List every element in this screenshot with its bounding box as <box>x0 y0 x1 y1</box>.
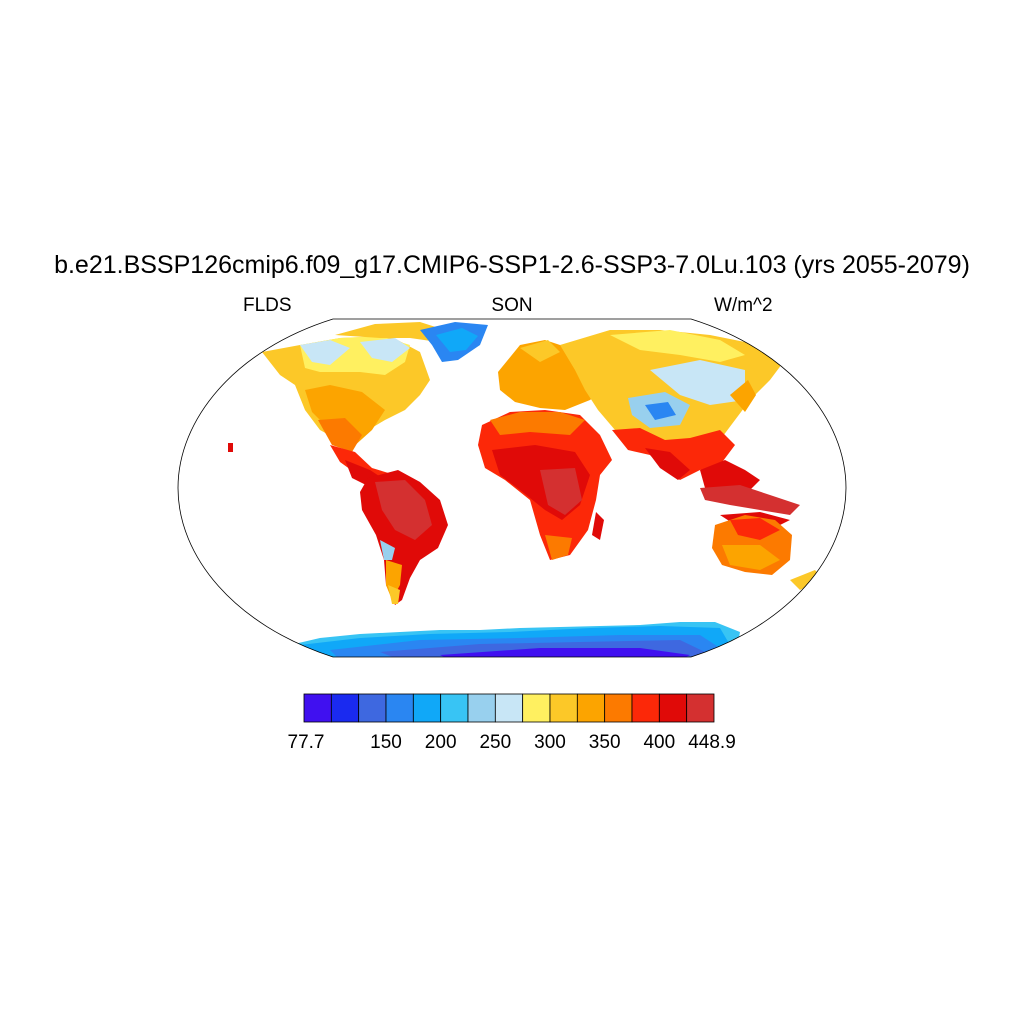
colorbar-tick-label: 448.9 <box>688 732 736 753</box>
map-boundary <box>177 318 847 658</box>
colorbar-swatch <box>358 693 387 723</box>
colorbar-swatch <box>440 693 469 723</box>
antarctica <box>290 622 740 657</box>
colorbar-swatch <box>522 693 551 723</box>
colorbar-tick-label: 300 <box>534 732 566 753</box>
colorbar-swatch <box>686 693 715 723</box>
colorbar-swatch <box>385 693 414 723</box>
africa <box>478 410 612 560</box>
colorbar-tick-label: 400 <box>643 732 676 753</box>
season-label: SON <box>491 295 533 316</box>
plot-title: b.e21.BSSP126cmip6.f09_g17.CMIP6-SSP1-2.… <box>54 251 970 279</box>
colorbar-swatch <box>494 693 524 723</box>
colorbar-tick-label: 150 <box>370 732 402 753</box>
asia <box>560 330 785 495</box>
colorbar-swatch <box>330 693 360 723</box>
colorbar-swatch <box>467 693 496 723</box>
north-america <box>262 322 488 488</box>
colorbar-swatch <box>631 693 660 723</box>
units-label: W/m^2 <box>714 295 773 316</box>
colorbar-tick-label: 77.7 <box>287 732 325 753</box>
south-america <box>360 470 448 605</box>
colorbar-swatch <box>303 693 332 723</box>
colorbar-swatch <box>549 693 578 723</box>
colorbar-swatch <box>576 693 606 723</box>
colorbar-tick-label: 200 <box>424 732 457 753</box>
colorbar-swatch <box>412 693 442 723</box>
variable-label: FLDS <box>243 295 292 316</box>
australia <box>712 515 822 590</box>
colorbar-tick-label: 250 <box>479 732 512 753</box>
colorbar-tick-label: 350 <box>588 732 621 753</box>
colorbar-swatch <box>604 693 633 723</box>
colorbar-swatch <box>658 693 688 723</box>
